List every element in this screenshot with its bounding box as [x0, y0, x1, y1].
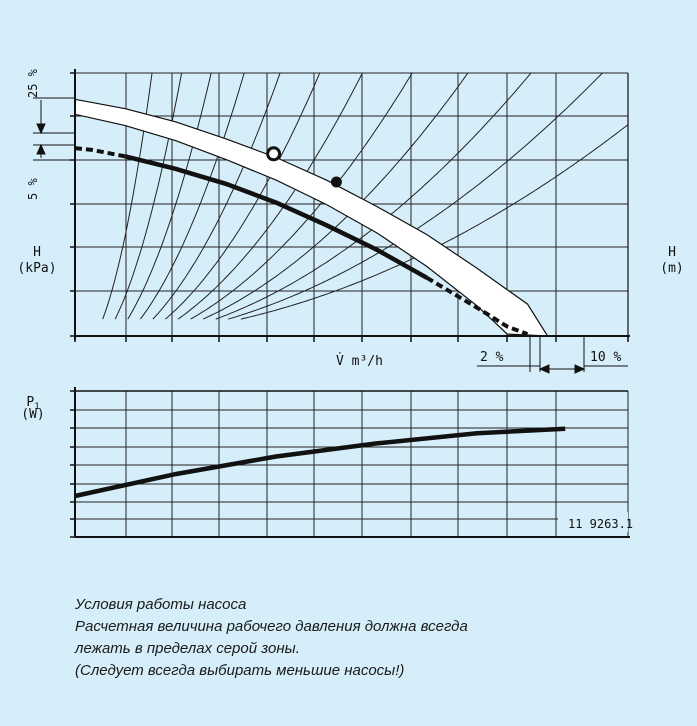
- pump-curve: [124, 154, 429, 280]
- dimension-arrow: [574, 364, 586, 374]
- drawing-number: 11 9263.1: [568, 517, 633, 531]
- power-curve: [74, 426, 566, 499]
- operating-point-hollow: [266, 146, 282, 162]
- system-curve: [139, 73, 245, 320]
- system-curve: [114, 73, 183, 320]
- caption-line: лежать в пределах серой зоны.: [75, 640, 300, 657]
- caption-line: Расчетная величина рабочего давления дол…: [75, 618, 468, 635]
- y-axis-label-right-unit: (m): [660, 261, 683, 276]
- system-curve: [127, 73, 212, 320]
- pump-curve-dashed-end: [425, 276, 529, 336]
- caption-line: (Следует всегда выбирать меньшие насосы!…: [75, 662, 405, 679]
- y-axis-label-left-unit: (kPa): [17, 261, 56, 276]
- system-curve: [202, 73, 469, 320]
- dimension-arrow: [538, 364, 550, 374]
- y-axis-label-left-h: H: [33, 245, 41, 260]
- x-axis-label: V̇ m³/h: [336, 353, 383, 369]
- tolerance-25-label: 25 %: [26, 68, 40, 98]
- dimension-arrow: [36, 123, 46, 135]
- system-curve: [152, 73, 281, 320]
- operating-point-filled: [330, 176, 342, 188]
- system-curve: [177, 73, 363, 320]
- dimension-arrow: [36, 143, 46, 155]
- system-curve: [165, 73, 321, 320]
- caption-title: Условия работы насоса: [75, 596, 247, 613]
- system-curve: [190, 73, 413, 320]
- power-axis-label-unit: (W): [21, 407, 44, 422]
- system-curve: [102, 73, 153, 320]
- tolerance-5-label: 5 %: [26, 178, 40, 200]
- label-backdrop: [558, 512, 628, 532]
- system-curve: [240, 124, 628, 320]
- caption: Условия работы насоса Расчетная величина…: [75, 594, 675, 682]
- pump-curve-dashed-start: [74, 146, 126, 159]
- system-curve: [228, 73, 604, 320]
- y-axis-label-right-h: H: [668, 245, 676, 260]
- tolerance-2-label: 2 %: [480, 350, 504, 365]
- tolerance-10-label: 10 %: [590, 350, 621, 365]
